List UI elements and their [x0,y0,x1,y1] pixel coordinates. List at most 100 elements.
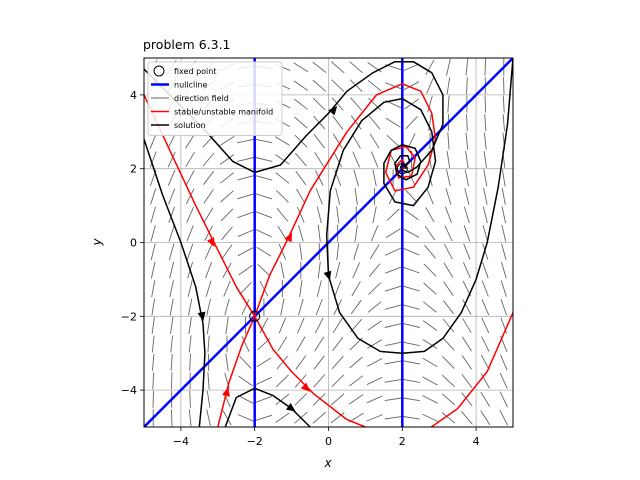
direction-field-segment [187,280,193,298]
direction-field-segment [206,298,211,316]
direction-field-segment [407,170,416,186]
direction-field-segment [316,206,322,224]
direction-field-segment [500,280,507,297]
direction-field-segment [384,397,402,402]
direction-field-segment [350,299,362,315]
direction-field-segment [501,206,507,224]
direction-field-segment [446,58,451,76]
direction-field-segment [462,299,472,315]
solution-arrow [328,105,338,116]
direction-field-segment [441,393,456,406]
direction-field-segment [237,157,254,162]
direction-field-segment [203,189,214,204]
solution-curve [144,138,206,427]
direction-field-segment [189,353,191,371]
direction-field-segment [480,410,491,426]
direction-field-segment [257,264,271,277]
direction-field-segment [313,134,325,149]
direction-field-segment [405,189,418,203]
direction-field-segment [237,138,254,144]
y-tick-label: 4 [130,89,137,102]
direction-field-segment [170,353,173,371]
direction-field-segment [170,409,173,427]
direction-field-segment [500,317,508,334]
direction-field-segment [384,378,402,383]
direction-field-segment [206,317,211,334]
direction-field-segment [205,262,213,279]
direction-field-segment [442,337,455,351]
legend: fixed point nullcline direction field stabl… [147,61,283,136]
direction-field-segment [237,247,254,257]
direction-field-segment [334,280,342,297]
direction-field-segment [484,58,487,76]
direction-field-segment [385,117,401,128]
direction-field-segment [259,280,269,297]
direction-field-segment [445,188,452,205]
direction-field-segment [426,77,434,94]
direction-field-segment [241,299,250,315]
direction-field-segment [168,206,175,223]
direction-field-segment [369,133,380,149]
direction-field-segment [464,187,470,205]
direction-field-segment [348,394,364,405]
direction-field-segment [463,206,470,224]
direction-field-segment [188,298,193,316]
direction-field-segment [293,98,308,110]
direction-field-segment [465,132,469,150]
direction-field-segment [368,282,382,295]
direction-field-segment [502,114,505,132]
direction-field-segment [354,224,358,242]
direction-field-segment [403,416,420,420]
direction-field-segment [220,172,234,184]
direction-field-segment [332,336,344,351]
fixed-points [249,163,408,322]
direction-field-segment [152,372,155,390]
direction-field-segment [331,374,345,388]
direction-field-segment [255,157,273,162]
direction-field-segment [446,169,451,187]
manifold-arrow [222,387,230,397]
direction-field-segment [482,262,489,279]
manifold-curve [217,315,256,427]
direction-field-segment [349,375,364,387]
direction-field-segment [237,193,254,200]
direction-field-segment [461,373,473,388]
direction-field-segment [186,243,194,260]
direction-field-segment [220,208,234,222]
y-tick-label: −2 [121,310,137,323]
direction-field-segment [237,414,254,422]
direction-field-segment [204,243,213,260]
direction-field-segment [275,374,289,388]
direction-field-segment [152,353,155,371]
direction-field-segment [167,169,176,186]
direction-field-segment [256,357,272,368]
chart-title: problem 6.3.1 [143,37,231,52]
direction-field-segment [352,262,361,279]
direction-field-segment [366,395,383,404]
direction-field-segment [349,356,363,369]
manifold-arrow [284,232,293,243]
direction-field-segment [443,281,454,296]
direction-field-segment [403,360,420,365]
solution-arrow [286,403,296,412]
direction-field-segment [185,188,195,205]
direction-field-segment [188,335,192,353]
manifold-arrow [206,237,215,247]
x-axis-label: x [323,456,332,470]
direction-field-segment [294,152,307,167]
direction-field-segment [168,188,176,205]
direction-field-segment [298,298,304,316]
direction-field-segment [404,209,419,221]
direction-field-segment [299,243,303,261]
direction-field-segment [189,390,191,408]
direction-field-segment [367,79,382,92]
x-tick-label: 0 [325,435,332,448]
direction-field-segment [295,355,307,370]
solution-curve [224,387,311,427]
direction-field-segment [384,360,402,365]
direction-field-segment [169,298,174,316]
direction-field-segment [403,397,420,402]
direction-field-segment [482,206,488,224]
direction-field-segment [332,133,343,149]
direction-field-segment [442,318,455,333]
